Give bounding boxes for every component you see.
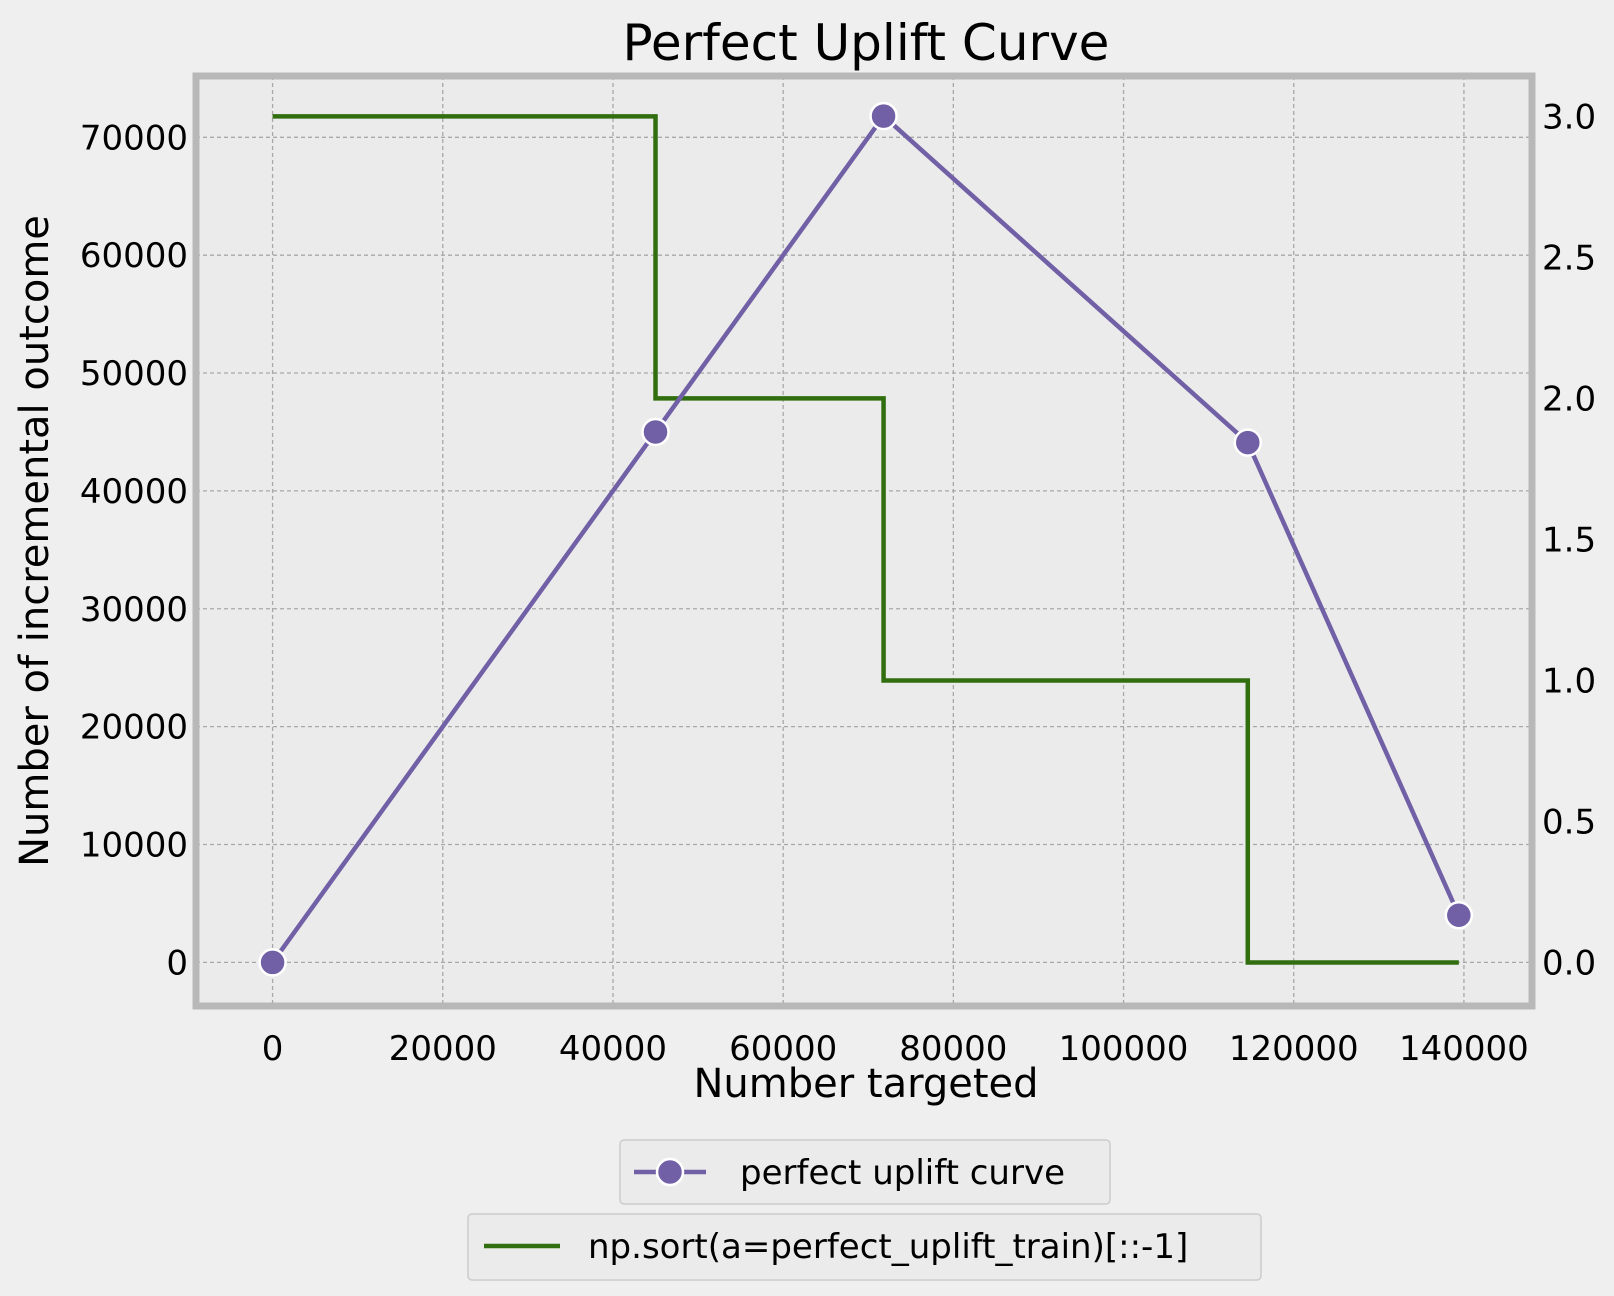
- legend-box-sorted: [467, 1213, 1262, 1281]
- plot-frame: [192, 72, 1536, 1010]
- y2-tick-label: 0.5: [1542, 803, 1596, 843]
- uplift-curve-marker: [641, 417, 670, 447]
- y-axis-label: Number of incremental outcome: [12, 215, 58, 867]
- step-series-line: [272, 114, 1459, 965]
- chart-title: Perfect Uplift Curve: [623, 14, 1110, 72]
- y-tick-label: 50000: [80, 354, 188, 394]
- y-tick-label: 70000: [80, 118, 188, 158]
- x-tick-label: 40000: [559, 1029, 667, 1069]
- x-tick-label: 0: [262, 1029, 284, 1069]
- uplift-curve-marker: [1233, 428, 1263, 457]
- legend-label-sorted: np.sort(a=perfect_uplift_train)[::-1]: [588, 1227, 1188, 1267]
- y-tick-label: 20000: [80, 708, 188, 748]
- y-tick-label: 0: [166, 943, 188, 983]
- x-tick-label: 120000: [1229, 1029, 1359, 1069]
- y2-tick-label: 2.0: [1542, 379, 1596, 419]
- plot-area: [196, 76, 1532, 1006]
- y2-tick-label: 1.0: [1542, 661, 1596, 701]
- y2-tick-label: 0.0: [1542, 944, 1596, 984]
- x-tick-label: 140000: [1399, 1029, 1529, 1069]
- legend-box-uplift: [619, 1139, 1111, 1205]
- y-tick-label: 10000: [80, 826, 188, 866]
- legend-label-uplift: perfect uplift curve: [740, 1153, 1065, 1193]
- x-tick-label: 20000: [389, 1029, 497, 1069]
- series-layer: [258, 101, 1474, 977]
- uplift-curve-marker: [869, 101, 898, 131]
- x-axis-label: Number targeted: [693, 1061, 1038, 1107]
- y2-tick-label: 2.5: [1542, 238, 1596, 278]
- axis-ticks: 0 20000 40000 60000 80000 100000 120000 1400000…: [80, 97, 1596, 1069]
- legend-swatch-marker: [655, 1157, 685, 1187]
- x-tick-label: 80000: [899, 1029, 1007, 1069]
- uplift-curve-marker: [1444, 900, 1474, 930]
- legend: perfect uplift curve np.sort(a=perfect_up…: [467, 1139, 1262, 1281]
- x-tick-label: 100000: [1059, 1029, 1189, 1069]
- y-tick-label: 30000: [80, 590, 188, 630]
- x-tick-label: 60000: [729, 1029, 837, 1069]
- uplift-curve-marker: [258, 948, 287, 977]
- y2-tick-label: 1.5: [1542, 520, 1596, 560]
- y2-tick-label: 3.0: [1542, 97, 1596, 137]
- y-tick-label: 60000: [80, 236, 188, 276]
- y-tick-label: 40000: [80, 472, 188, 512]
